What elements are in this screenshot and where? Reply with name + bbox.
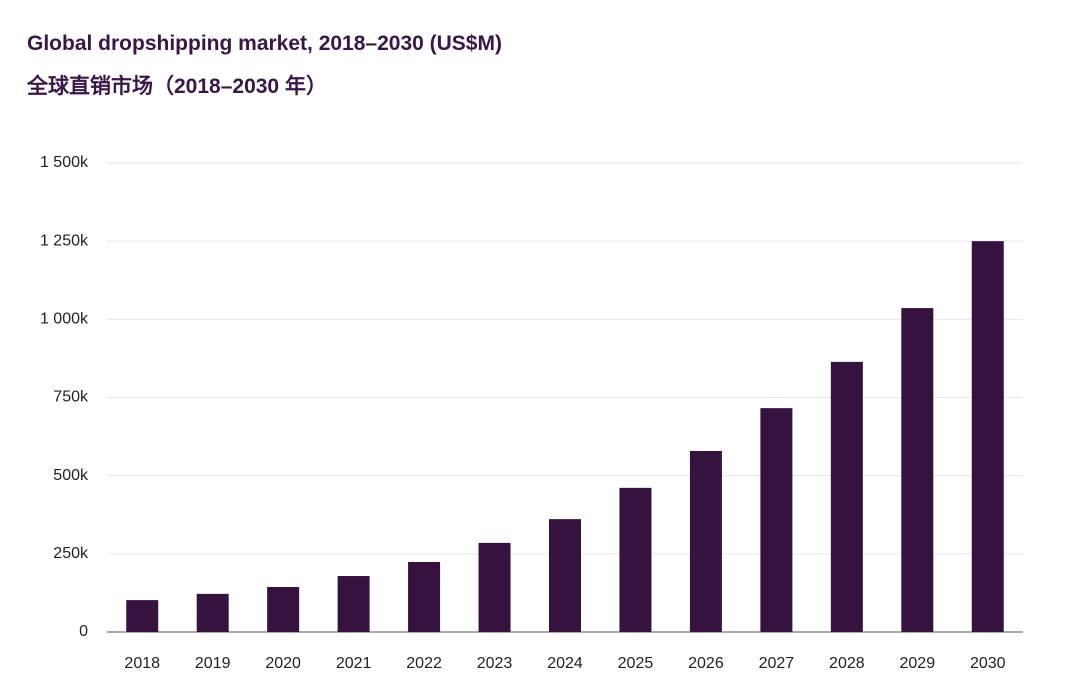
x-tick-label: 2028 (829, 655, 865, 672)
y-tick-label: 500k (53, 467, 89, 484)
bar (830, 361, 863, 632)
x-tick-label: 2030 (970, 655, 1006, 672)
x-tick-label: 2023 (477, 655, 513, 672)
bar (901, 308, 934, 632)
chart-subtitle: 全球直销市场（2018–2030 年） (26, 74, 327, 98)
y-tick-label: 1 000k (40, 311, 89, 328)
bar (549, 519, 581, 632)
bar (971, 241, 1004, 632)
x-tick-label: 2022 (406, 655, 442, 672)
x-tick-label: 2027 (759, 655, 795, 672)
x-tick-label: 2025 (618, 655, 654, 672)
bar (619, 487, 652, 632)
bar (408, 561, 441, 632)
x-tick-label: 2026 (688, 655, 724, 672)
chart-title: Global dropshipping market, 2018–2030 (U… (27, 32, 502, 55)
bar (126, 600, 159, 632)
y-tick-label: 750k (53, 389, 89, 406)
bar (478, 542, 511, 632)
bar (689, 450, 722, 632)
x-tick-label: 2019 (195, 655, 231, 672)
x-tick-label: 2029 (900, 655, 936, 672)
bar (267, 586, 300, 632)
x-tick-label: 2020 (265, 655, 301, 672)
y-tick-label: 1 250k (40, 232, 89, 249)
y-tick-label: 1 500k (40, 154, 89, 171)
y-tick-label: 0 (79, 623, 88, 640)
x-tick-label: 2021 (336, 655, 372, 672)
x-tick-label: 2024 (547, 655, 583, 672)
bar (760, 408, 793, 632)
y-tick-label: 250k (53, 545, 89, 562)
x-tick-label: 2018 (124, 655, 160, 672)
bar (196, 593, 229, 632)
bar (337, 576, 370, 632)
